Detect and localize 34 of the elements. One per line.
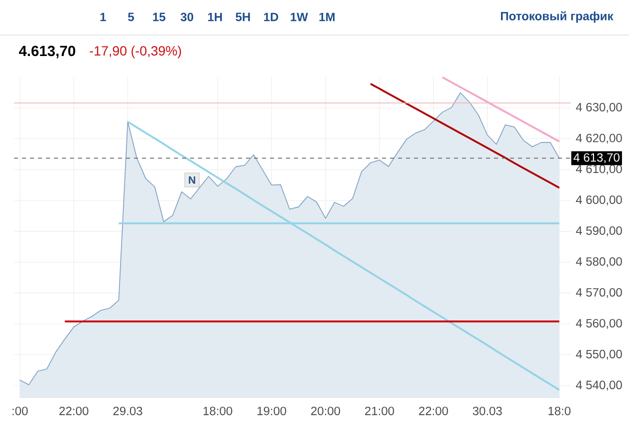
text: 30: [180, 12, 194, 22]
y-tick-label: 4 610,00: [576, 164, 622, 175]
text: 1D: [264, 12, 278, 22]
y-tick-label: 4 620,00: [576, 134, 622, 144]
text: 5H: [236, 12, 250, 22]
text: 1H: [208, 12, 222, 22]
ref-line-label: 4 613,70: [574, 153, 620, 164]
text: Потоковый график: [500, 11, 614, 23]
text: 1W: [290, 12, 308, 22]
x-tick-label: 21:00: [365, 406, 394, 416]
x-tick-label: 20:00: [311, 406, 340, 416]
text: 15: [153, 12, 166, 22]
y-tick-label: 4 590,00: [576, 226, 622, 236]
y-tick-label: 4 570,00: [576, 288, 622, 298]
chart-subtitle: -17,90 (-0,39%): [90, 46, 182, 58]
chart-title: 4.613,70: [18, 46, 76, 58]
y-tick-label: 4 550,00: [576, 350, 622, 360]
y-tick-label: 4 600,00: [576, 195, 622, 206]
x-tick-label: 18:00: [204, 406, 232, 416]
x-tick-label: 22:00: [419, 406, 448, 416]
y-tick-label: 4 540,00: [576, 380, 622, 391]
x-tick-label: 30.03: [472, 406, 502, 416]
annotation: N: [188, 176, 196, 184]
x-tick-label: 22:00: [59, 406, 88, 416]
x-tick-label: 19:00: [258, 406, 286, 416]
x-tick-label: 29.03: [113, 406, 142, 416]
text: 1M: [319, 12, 335, 22]
text: 1: [100, 12, 106, 22]
text: 5: [128, 12, 134, 22]
x-tick-label: 18:0: [548, 406, 571, 416]
y-tick-label: 4 630,00: [576, 102, 622, 113]
y-tick-label: 4 560,00: [576, 318, 622, 329]
y-tick-label: 4 580,00: [576, 257, 622, 268]
x-tick-label: :00: [12, 406, 28, 416]
